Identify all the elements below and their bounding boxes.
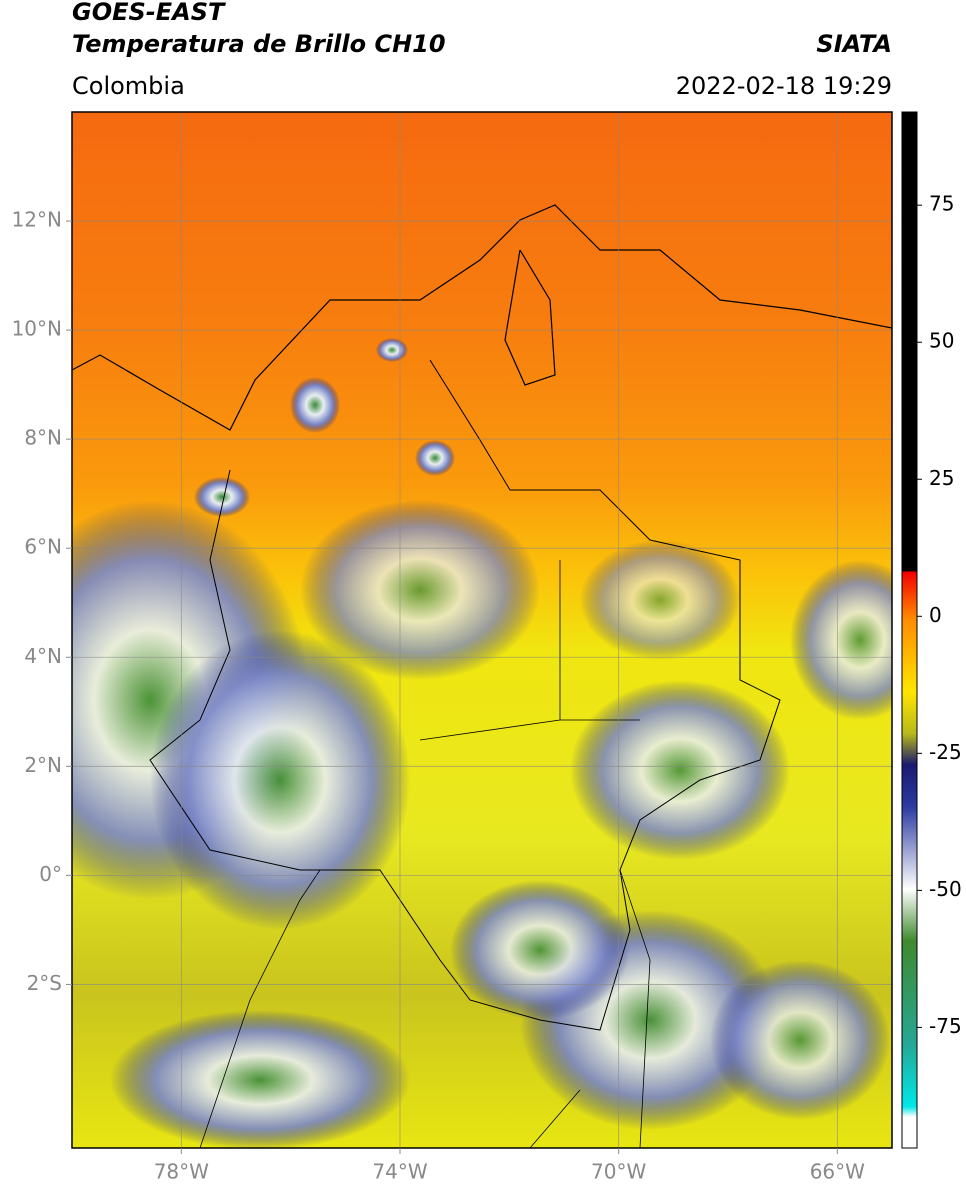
colorbar-tick-label: -25 <box>929 740 962 764</box>
map-frame <box>71 111 893 1149</box>
lat-tick-label: 12°N <box>12 208 62 232</box>
lon-tick-label: 78°W <box>154 1160 209 1184</box>
lat-tick-label: 4°N <box>24 644 62 668</box>
colorbar-tick-label: -50 <box>929 877 962 901</box>
colorbar-tick-label: 75 <box>929 192 954 216</box>
colorbar-tick-label: 0 <box>929 603 942 627</box>
lon-tick-label: 74°W <box>372 1160 427 1184</box>
lat-tick-label: 10°N <box>12 317 62 341</box>
lat-tick-label: 8°N <box>24 426 62 450</box>
title: GOES-EAST <box>72 0 226 26</box>
timestamp: 2022-02-18 19:29 <box>676 72 892 100</box>
lat-tick-label: 6°N <box>24 535 62 559</box>
lat-tick-label: 0° <box>39 862 62 886</box>
graticule <box>72 112 892 1148</box>
subtitle: Temperatura de Brillo CH10 <box>72 30 446 58</box>
region: Colombia <box>72 72 185 100</box>
source: SIATA <box>816 30 892 58</box>
lat-tick-label: 2°N <box>24 753 62 777</box>
lon-tick-label: 66°W <box>810 1160 865 1184</box>
lon-tick-label: 70°W <box>591 1160 646 1184</box>
colorbar-tick-label: -75 <box>929 1014 962 1038</box>
colorbar <box>901 111 918 1149</box>
colorbar-tick-label: 50 <box>929 329 954 353</box>
satellite-image <box>72 112 892 1148</box>
lat-tick-label: 2°S <box>27 971 62 995</box>
colorbar-tick-label: 25 <box>929 466 954 490</box>
